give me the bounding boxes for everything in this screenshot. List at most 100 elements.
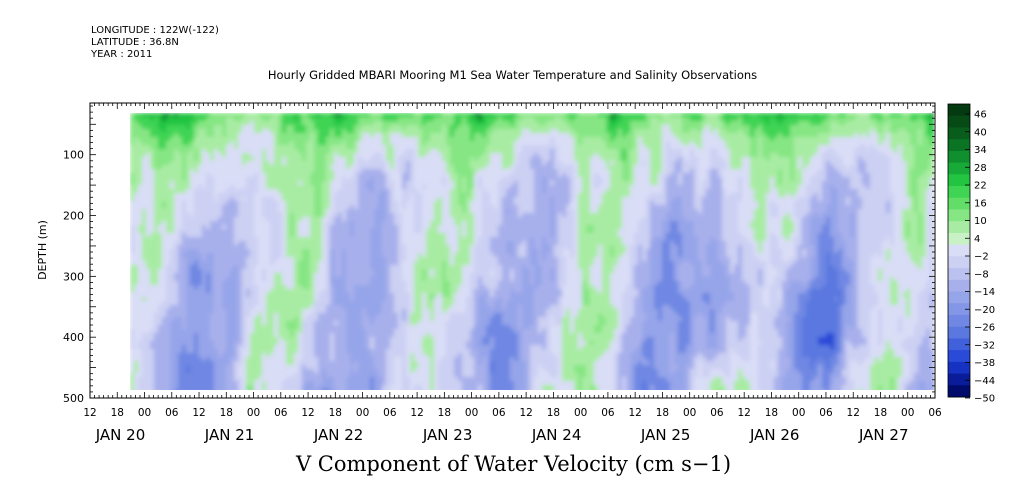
field-cell (182, 369, 187, 374)
field-cell (342, 205, 347, 210)
field-cell (202, 305, 207, 310)
field-cell (130, 121, 135, 126)
field-cell (326, 301, 331, 306)
field-cell (218, 169, 223, 174)
field-cell (382, 165, 387, 170)
field-cell (246, 341, 251, 346)
field-cell (386, 189, 391, 194)
field-cell (130, 189, 135, 194)
field-cell (330, 321, 335, 326)
field-cell (238, 293, 243, 298)
field-cell (178, 273, 183, 278)
field-cell (374, 237, 379, 242)
field-cell (282, 373, 287, 378)
field-cell (154, 257, 159, 262)
field-cell (234, 217, 239, 222)
field-cell (226, 133, 231, 138)
field-cell (178, 261, 183, 266)
field-cell (178, 281, 183, 286)
field-cell (374, 337, 379, 342)
field-cell (202, 117, 207, 122)
field-cell (402, 377, 407, 382)
field-cell (166, 273, 171, 278)
field-cell (262, 281, 267, 286)
field-cell (218, 353, 223, 358)
field-cell (234, 121, 239, 126)
field-cell (410, 265, 415, 270)
field-cell (286, 261, 291, 266)
field-cell (282, 357, 287, 362)
field-cell (138, 245, 143, 250)
field-cell (366, 209, 371, 214)
field-cell (238, 189, 243, 194)
field-cell (318, 249, 323, 254)
field-cell (270, 229, 275, 234)
field-cell (398, 249, 403, 254)
field-cell (162, 285, 167, 290)
field-cell (262, 385, 267, 390)
field-cell (130, 389, 135, 390)
field-cell (190, 145, 195, 150)
field-cell (358, 125, 363, 130)
field-cell (314, 249, 319, 254)
field-cell (202, 169, 207, 174)
field-cell (318, 221, 323, 226)
field-cell (302, 237, 307, 242)
field-cell (262, 245, 267, 250)
field-cell (206, 301, 211, 306)
field-cell (170, 245, 175, 250)
field-cell (178, 117, 183, 122)
field-cell (222, 125, 227, 130)
field-cell (370, 121, 375, 126)
field-cell (238, 261, 243, 266)
field-cell (174, 345, 179, 350)
field-cell (314, 169, 319, 174)
field-cell (142, 349, 147, 354)
field-cell (254, 353, 259, 358)
field-cell (354, 373, 359, 378)
field-cell (362, 137, 367, 142)
field-cell (174, 321, 179, 326)
field-cell (238, 253, 243, 258)
field-cell (286, 237, 291, 242)
field-cell (358, 145, 363, 150)
field-cell (178, 221, 183, 226)
field-cell (162, 241, 167, 246)
field-cell (298, 153, 303, 158)
field-cell (222, 205, 227, 210)
field-cell (386, 345, 391, 350)
field-cell (198, 257, 203, 262)
field-cell (298, 145, 303, 150)
field-cell (402, 177, 407, 182)
field-cell (130, 261, 135, 266)
field-cell (354, 229, 359, 234)
field-cell (330, 261, 335, 266)
field-cell (278, 297, 283, 302)
field-cell (194, 345, 199, 350)
field-cell (330, 117, 335, 122)
field-cell (346, 121, 351, 126)
field-cell (202, 333, 207, 338)
field-cell (258, 281, 263, 286)
field-cell (362, 253, 367, 258)
field-cell (398, 205, 403, 210)
field-cell (138, 301, 143, 306)
field-cell (194, 313, 199, 318)
field-cell (386, 325, 391, 330)
field-cell (334, 157, 339, 162)
field-cell (374, 281, 379, 286)
field-cell (214, 185, 219, 190)
field-cell (382, 201, 387, 206)
field-cell (390, 177, 395, 182)
field-cell (170, 297, 175, 302)
field-cell (178, 341, 183, 346)
field-cell (254, 221, 259, 226)
field-cell (218, 129, 223, 134)
field-cell (250, 309, 255, 314)
field-cell (310, 285, 315, 290)
field-cell (202, 113, 207, 118)
field-cell (254, 217, 259, 222)
field-cell (286, 313, 291, 318)
field-cell (354, 161, 359, 166)
field-cell (222, 185, 227, 190)
